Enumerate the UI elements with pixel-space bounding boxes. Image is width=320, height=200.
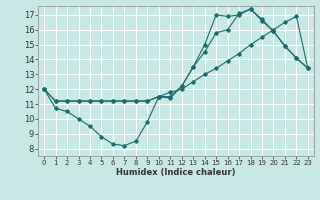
X-axis label: Humidex (Indice chaleur): Humidex (Indice chaleur) [116,168,236,177]
